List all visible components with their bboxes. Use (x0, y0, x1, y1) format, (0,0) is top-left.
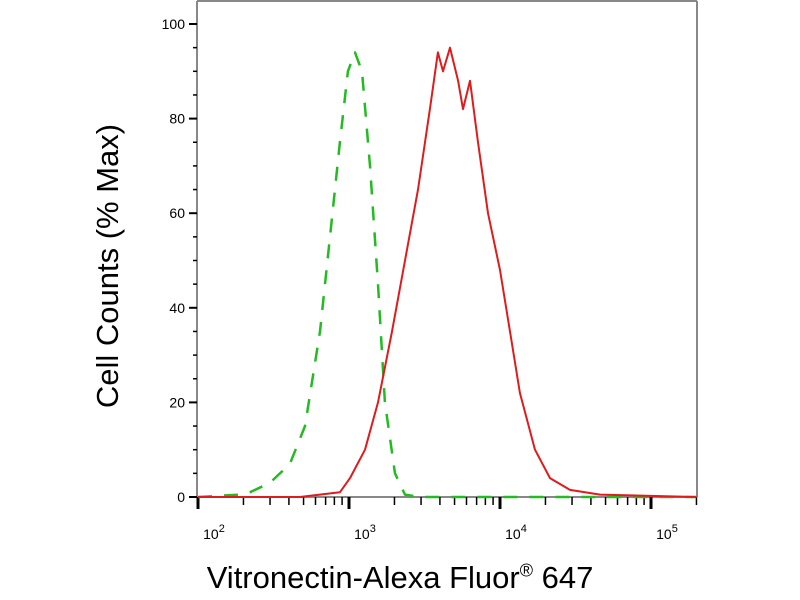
series-Vitronectin (198, 46, 697, 498)
x-axis-label-suffix: 647 (532, 560, 594, 595)
x-tick-exponent: 5 (672, 523, 678, 535)
x-tick-exponent: 2 (219, 523, 225, 535)
y-tick-label: 40 (169, 300, 185, 316)
registered-mark: ® (519, 560, 533, 581)
x-axis-label: Vitronectin-Alexa Fluor® 647 (0, 560, 800, 596)
y-tick-label: 0 (177, 489, 185, 505)
x-tick-exponent: 4 (521, 523, 527, 535)
x-tick-label: 103 (354, 523, 376, 542)
x-tick-label: 104 (505, 523, 527, 542)
y-tick-label: 60 (169, 205, 185, 221)
y-tick-label: 100 (162, 16, 186, 32)
y-axis-label: Cell Counts (% Max) (90, 123, 125, 409)
series-control (197, 51, 697, 499)
y-tick-label: 20 (169, 394, 185, 410)
x-tick-label: 102 (203, 523, 225, 542)
x-tick-exponent: 3 (370, 523, 376, 535)
x-axis-label-main: Vitronectin-Alexa Fluor (206, 560, 520, 595)
x-tick-label: 105 (656, 523, 678, 542)
y-tick-label: 80 (169, 111, 185, 127)
